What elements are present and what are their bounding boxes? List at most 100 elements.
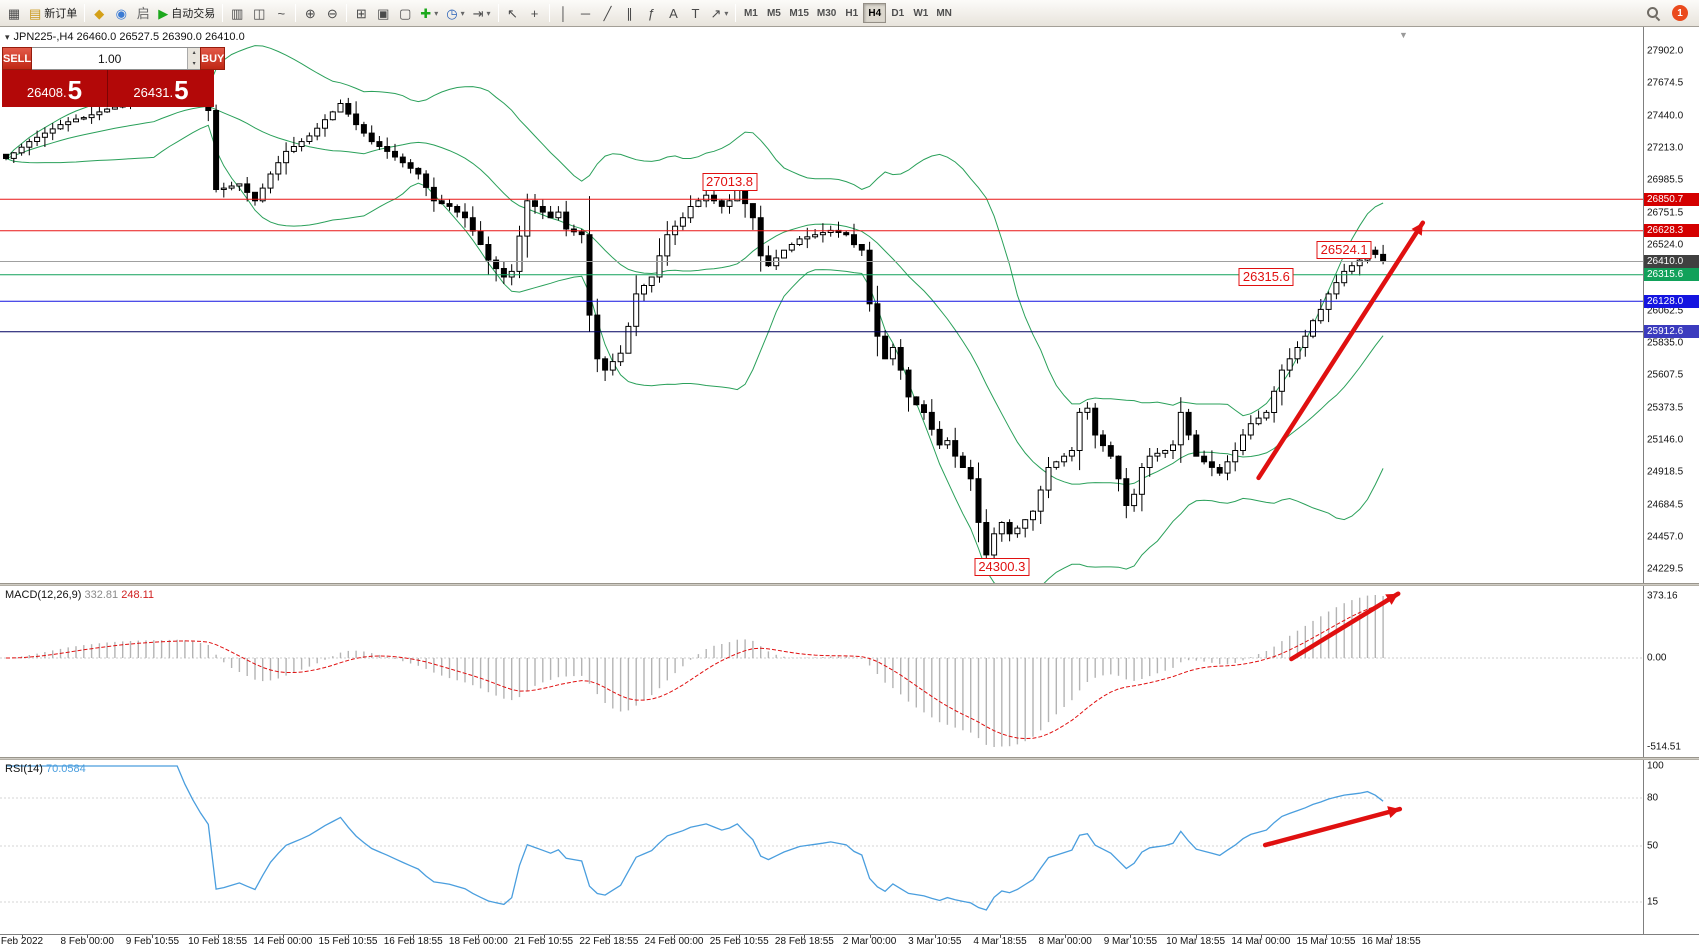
time-axis-tick [739,935,741,938]
rsi-axis-label: 15 [1647,896,1659,908]
timeframe-h1-button[interactable]: H1 [840,3,863,23]
price-annotation[interactable]: 26524.1 [1316,241,1372,260]
terminal-icon[interactable]: 启 [132,2,154,24]
candlestick-chart-icon[interactable]: ◫ [248,2,270,24]
volume-up-button[interactable]: ▴ [188,48,201,59]
cursor-icon[interactable]: ↖ [502,2,524,24]
trendline-icon[interactable]: ╱ [597,2,619,24]
text-icon[interactable]: A [663,2,685,24]
timeframe-w1-button[interactable]: W1 [909,3,932,23]
rsi-value: 70.0584 [45,763,86,775]
timeframe-m15-button[interactable]: M15 [785,3,812,23]
rsi-canvas[interactable] [0,760,1643,934]
price-annotation[interactable]: 26315.6 [1238,267,1294,286]
price-axis-label: 24918.5 [1647,466,1684,478]
volume-down-button[interactable]: ▾ [188,58,201,69]
chart-shift-marker-icon[interactable]: ▼ [1399,30,1408,40]
price-axis-label: 26062.5 [1647,305,1684,316]
zoom-in-icon[interactable]: ⊕ [299,2,321,24]
price-axis-label: 24684.5 [1647,499,1684,511]
zoom-in-icon: ⊕ [304,5,316,21]
toolbar-separator [735,4,737,22]
zoom-out-icon: ⊖ [326,5,338,21]
price-tag: 26410.0 [1644,254,1699,268]
main-chart-canvas[interactable] [0,27,1643,583]
buy-price-main: 26431. [133,85,174,100]
timeframe-d1-button[interactable]: D1 [886,3,909,23]
new-chart-icon[interactable]: ▦ [3,2,25,24]
time-axis-label: 3 Mar 10:55 [908,936,962,947]
time-axis-label: 28 Feb 18:55 [774,936,834,947]
time-axis-tick [152,935,154,938]
rsi-axis[interactable]: 100 80 50 15 [1643,760,1699,934]
time-axis-label: 22 Feb 18:55 [579,936,639,947]
notification-badge[interactable]: 1 [1672,5,1688,21]
caret-down-icon: ▾ [460,8,465,18]
volume-input[interactable] [32,48,188,69]
macd-name: MACD(12,26,9) [5,589,82,601]
crosshair-icon[interactable]: + [524,2,546,24]
time-axis-label: 16 Mar 18:55 [1361,936,1421,947]
new-chart-dropdown-icon[interactable]: ✚ ▾ [416,2,442,24]
time-axis[interactable]: Feb 2022 8 Feb 00:00 9 Feb 10:55 10 Feb 18:… [0,934,1699,947]
panel-divider[interactable] [0,757,1699,760]
bar-chart-icon[interactable]: ▥ [226,2,248,24]
timeframe-h4-button[interactable]: H4 [863,3,887,23]
navigator-icon[interactable]: ◉ [110,2,132,24]
price-annotation[interactable]: 27013.8 [702,173,758,192]
vertical-line-icon[interactable]: │ [553,2,575,24]
sell-button[interactable]: SELL [2,47,33,70]
price-axis-label: 25607.5 [1647,369,1684,381]
macd-axis[interactable]: 373.16 0.00 -514.51 [1643,586,1699,757]
buy-price-big-digit: 5 [174,75,189,105]
auto-trading-button[interactable]: ▶ 自动交易 [154,2,219,24]
time-axis-tick [348,935,349,938]
search-button[interactable] [1642,2,1664,24]
fibonacci-icon[interactable]: ƒ [641,2,663,24]
tile-windows-icon: ⊞ [355,5,367,21]
price-axis[interactable]: 27902.0 27674.5 27440.0 27213.0 26985.5 26751… [1643,27,1699,583]
panel-divider[interactable] [0,583,1699,586]
time-axis-label: 14 Mar 00:00 [1231,936,1291,947]
toolbar-separator [222,4,224,22]
one-click-collapse-icon[interactable]: ▾ [5,31,10,42]
macd-panel[interactable]: MACD(12,26,9) 332.81 248.11 [0,586,1643,757]
profiles-icon: ◷ [446,5,458,21]
tile-windows-icon[interactable]: ⊞ [350,2,372,24]
auto-trading-icon: ▶ [158,5,169,21]
price-annotation[interactable]: 24300.3 [974,557,1030,576]
timeframe-m1-button[interactable]: M1 [739,3,762,23]
horizontal-line-icon[interactable]: ─ [575,2,597,24]
channel-icon[interactable]: ∥ [619,2,641,24]
one-click-trading-panel: SELL ▴ ▾ BUY 26408.5 [2,47,226,107]
cascade-windows-icon[interactable]: ▢ [394,2,416,24]
new-order-button[interactable]: ▤ 新订单 [25,2,81,24]
arrows-tool-icon[interactable]: ↗ ▾ [707,2,733,24]
buy-button[interactable]: BUY [200,47,226,70]
timeframe-mn-button[interactable]: MN [932,3,956,23]
market-watch-icon[interactable]: ◆ [88,2,110,24]
time-axis-tick [869,935,871,938]
time-axis-tick [282,935,284,938]
time-axis-label: 15 Feb 10:55 [318,936,378,947]
time-axis-label: 16 Feb 18:55 [383,936,443,947]
rsi-panel[interactable]: RSI(14) 70.0584 [0,760,1643,934]
profiles-icon[interactable]: ◷ ▾ [442,2,468,24]
timeframe-m30-button[interactable]: M30 [813,3,840,23]
main-chart[interactable]: ▾ JPN225-,H4 26460.0 26527.5 26390.0 264… [0,27,1643,583]
line-chart-icon[interactable]: ~ [270,2,292,24]
text-label-icon[interactable]: T [685,2,707,24]
zoom-out-icon[interactable]: ⊖ [321,2,343,24]
time-axis-tick [217,935,219,938]
search-icon [1646,6,1660,20]
time-axis-tick [934,935,936,938]
horizontal-line-icon: ─ [580,5,591,21]
price-axis-label: 26524.0 [1647,239,1684,251]
timeframe-m5-button[interactable]: M5 [762,3,785,23]
chart-shift-icon[interactable]: ⇥ ▾ [469,2,495,24]
price-axis-label: 27902.0 [1647,45,1684,57]
auto-arrange-icon[interactable]: ▣ [372,2,394,24]
macd-canvas[interactable] [0,586,1643,757]
toolbar-separator [295,4,297,22]
macd-axis-label: 373.16 [1647,590,1678,602]
